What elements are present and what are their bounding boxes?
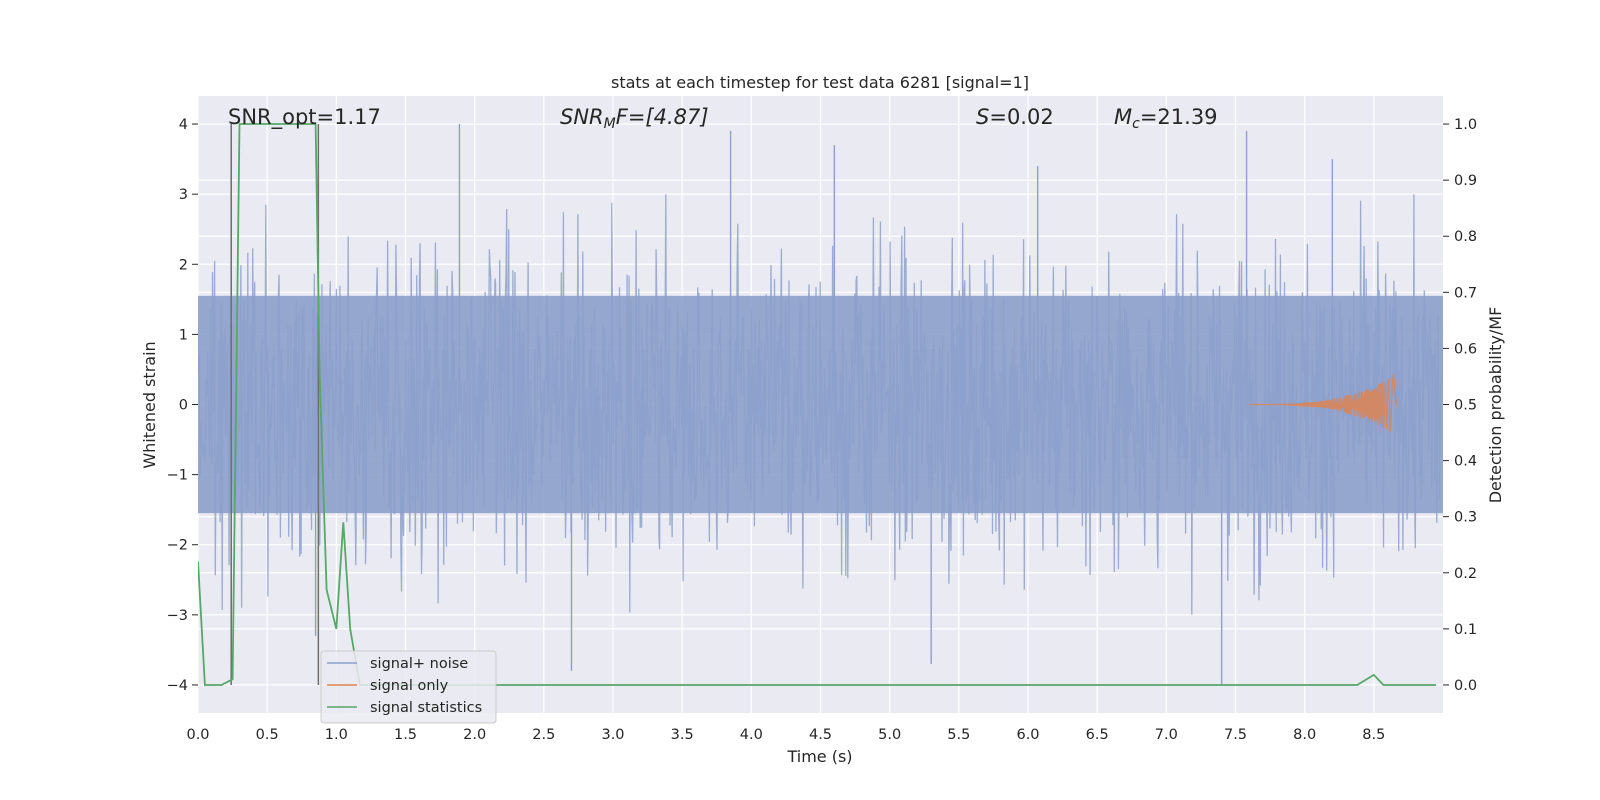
legend: signal+ noise signal only signal statist… <box>320 650 497 724</box>
x-tick-label: 6.0 <box>1016 727 1039 743</box>
x-tick-label: 2.0 <box>463 727 486 743</box>
x-tick-label: 7.0 <box>1155 727 1178 743</box>
y-tick-label: −2 <box>167 538 188 554</box>
x-tick-label: 5.5 <box>947 727 970 743</box>
annotation-snr-opt: SNR_opt=1.17 <box>228 105 381 130</box>
y-tick-label: −3 <box>167 608 188 624</box>
x-tick-label: 0.0 <box>186 727 209 743</box>
series-detection-marker <box>230 124 320 685</box>
y-tick-label: −4 <box>167 678 188 694</box>
signal-chirp <box>1249 373 1398 432</box>
plot-series <box>198 123 1443 686</box>
y-axis-label: Whitened strain <box>140 341 159 468</box>
x-tick-label: 4.5 <box>809 727 832 743</box>
legend-label-signal-noise: signal+ noise <box>370 656 468 672</box>
x-ticks: 0.0 0.5 1.0 1.5 2.0 2.5 3.0 3.5 4.0 4.5 5.0 5.5 6.0 6… <box>186 727 1385 743</box>
y-tick-label: 2 <box>179 257 188 273</box>
x-tick-label: 5.0 <box>878 727 901 743</box>
y-tick-label: −1 <box>167 468 188 484</box>
series-signal-only <box>1249 373 1398 432</box>
signal-statistics-line <box>198 123 1437 686</box>
y2-tick-label: 0.9 <box>1454 173 1477 189</box>
y2-axis-label: Detection probability/MF <box>1486 307 1505 504</box>
x-tick-label: 3.5 <box>671 727 694 743</box>
x-tick-label: 2.5 <box>532 727 555 743</box>
y2-tick-label: 0.6 <box>1454 341 1477 357</box>
legend-label-signal-statistics: signal statistics <box>370 700 482 716</box>
y-ticks: 4 3 2 1 0 −1 −2 −3 −4 <box>167 117 198 694</box>
y-tick-label: 1 <box>179 327 188 343</box>
y2-tick-label: 0.7 <box>1454 285 1477 301</box>
noise-core <box>198 295 1443 514</box>
x-axis-label: Time (s) <box>786 747 852 766</box>
annotation-s: S=0.02 <box>976 105 1054 129</box>
y2-ticks: 1.0 0.9 0.8 0.7 0.6 0.5 0.4 0.3 0.2 0.1 0.0 <box>1443 117 1477 694</box>
x-tick-label: 6.5 <box>1086 727 1109 743</box>
y2-tick-label: 0.5 <box>1454 398 1477 414</box>
x-tick-label: 8.0 <box>1293 727 1316 743</box>
y2-tick-label: 0.3 <box>1454 510 1477 526</box>
y2-tick-label: 0.1 <box>1454 622 1477 638</box>
x-tick-label: 0.5 <box>256 727 279 743</box>
y2-tick-label: 0.4 <box>1454 454 1477 470</box>
y2-tick-label: 1.0 <box>1454 117 1477 133</box>
legend-box <box>320 650 497 724</box>
series-signal-noise <box>198 124 1443 685</box>
x-tick-label: 8.5 <box>1362 727 1385 743</box>
y2-tick-label: 0.8 <box>1454 229 1477 245</box>
y-tick-label: 0 <box>179 398 188 414</box>
x-tick-label: 1.5 <box>394 727 417 743</box>
annotation-mc: Mc=21.39 <box>1114 105 1218 132</box>
legend-label-signal-only: signal only <box>370 678 449 694</box>
y2-tick-label: 0.2 <box>1454 566 1477 582</box>
x-tick-label: 1.0 <box>325 727 348 743</box>
y-tick-label: 3 <box>179 187 188 203</box>
chart-title: stats at each timestep for test data 628… <box>611 73 1029 92</box>
annotation-snr-mf: SNRMF=[4.87] <box>560 105 709 132</box>
y-tick-label: 4 <box>179 117 188 133</box>
x-tick-label: 3.0 <box>601 727 624 743</box>
x-tick-label: 7.5 <box>1224 727 1247 743</box>
x-tick-label: 4.0 <box>740 727 763 743</box>
y2-tick-label: 0.0 <box>1454 678 1477 694</box>
